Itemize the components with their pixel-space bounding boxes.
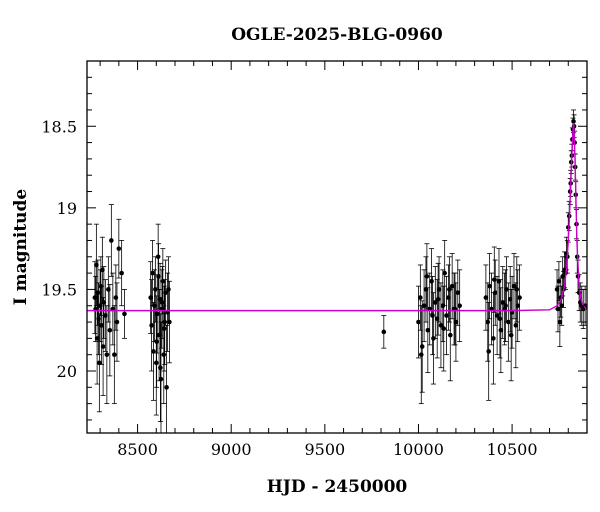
data-point bbox=[109, 238, 114, 243]
data-point bbox=[506, 319, 511, 325]
data-point bbox=[447, 287, 452, 292]
data-point bbox=[514, 287, 520, 292]
data-series-1 bbox=[92, 204, 127, 413]
data-point bbox=[511, 283, 517, 289]
data-series-6 bbox=[554, 109, 587, 347]
data-point bbox=[418, 295, 423, 300]
data-point bbox=[161, 326, 167, 331]
data-point bbox=[500, 300, 506, 305]
data-point bbox=[486, 349, 491, 354]
data-point bbox=[555, 306, 561, 312]
data-point bbox=[559, 303, 565, 309]
data-point bbox=[485, 319, 491, 325]
data-point bbox=[556, 278, 562, 284]
data-point bbox=[158, 365, 163, 371]
data-point bbox=[104, 352, 110, 357]
data-point bbox=[483, 295, 489, 300]
data-point bbox=[416, 319, 421, 325]
y-axis-label: I magnitude bbox=[11, 189, 31, 306]
data-point bbox=[424, 274, 430, 279]
data-point bbox=[433, 300, 438, 305]
data-point bbox=[455, 290, 461, 295]
plot-frame bbox=[86, 60, 588, 434]
data-point bbox=[447, 332, 453, 338]
data-point bbox=[492, 277, 497, 282]
data-point bbox=[167, 319, 172, 325]
plot-area bbox=[87, 109, 587, 433]
data-point bbox=[419, 344, 425, 349]
data-point bbox=[122, 311, 127, 317]
data-point bbox=[491, 336, 496, 341]
data-point bbox=[151, 349, 156, 354]
data-point bbox=[457, 303, 462, 309]
data-point bbox=[112, 352, 117, 357]
data-point bbox=[513, 323, 519, 328]
data-point bbox=[159, 300, 165, 305]
x-tick-label: 9000 bbox=[211, 440, 252, 459]
y-tick-label: 18.5 bbox=[41, 117, 77, 136]
data-point bbox=[449, 283, 455, 289]
y-tick-label: 19 bbox=[57, 199, 77, 218]
data-point bbox=[557, 319, 563, 325]
data-series-5 bbox=[483, 246, 523, 401]
data-series-4 bbox=[415, 240, 463, 405]
data-point bbox=[517, 295, 522, 300]
x-tick-label: 9500 bbox=[304, 440, 345, 459]
data-point bbox=[494, 313, 500, 318]
data-point bbox=[435, 296, 441, 302]
axis-ticks: 8500 9000 9500 10000 10500 18.5 19 19.5 20 bbox=[41, 60, 588, 459]
data-point bbox=[438, 323, 444, 328]
data-point bbox=[160, 278, 166, 284]
data-point bbox=[441, 326, 447, 331]
data-point bbox=[487, 283, 492, 289]
data-point bbox=[508, 332, 514, 338]
y-tick-label: 19.5 bbox=[41, 280, 77, 299]
data-point bbox=[100, 344, 106, 349]
x-tick-label: 10000 bbox=[393, 440, 444, 459]
data-point bbox=[442, 270, 447, 276]
data-point bbox=[119, 270, 124, 276]
data-point bbox=[158, 376, 164, 382]
data-point bbox=[381, 329, 387, 335]
data-point bbox=[164, 385, 169, 390]
data-point bbox=[97, 360, 102, 366]
data-point bbox=[152, 303, 157, 309]
data-series-2 bbox=[148, 223, 172, 433]
data-point bbox=[418, 352, 424, 357]
data-point bbox=[153, 287, 158, 292]
data-point bbox=[425, 327, 431, 333]
data-point bbox=[154, 339, 159, 344]
x-tick-label: 8500 bbox=[117, 440, 158, 459]
data-point bbox=[421, 303, 427, 309]
data-point bbox=[156, 274, 161, 279]
data-point bbox=[166, 287, 171, 292]
x-tick-label: 10500 bbox=[487, 440, 538, 459]
data-point bbox=[497, 316, 503, 322]
chart-title: OGLE-2025-BLG-0960 bbox=[231, 25, 443, 45]
data-point bbox=[429, 278, 434, 284]
data-point bbox=[113, 295, 119, 300]
data-point bbox=[116, 246, 122, 251]
data-point bbox=[149, 323, 154, 328]
y-tick-label: 20 bbox=[57, 362, 77, 381]
data-point bbox=[150, 270, 155, 276]
data-point bbox=[444, 313, 449, 318]
data-point bbox=[154, 311, 160, 317]
data-point bbox=[114, 319, 120, 325]
data-point bbox=[430, 313, 435, 318]
data-point bbox=[571, 119, 576, 124]
data-point bbox=[95, 290, 101, 295]
data-series-3 bbox=[381, 315, 387, 349]
data-point bbox=[107, 327, 113, 333]
data-point bbox=[503, 303, 508, 309]
x-axis-label: HJD - 2450000 bbox=[267, 477, 408, 497]
